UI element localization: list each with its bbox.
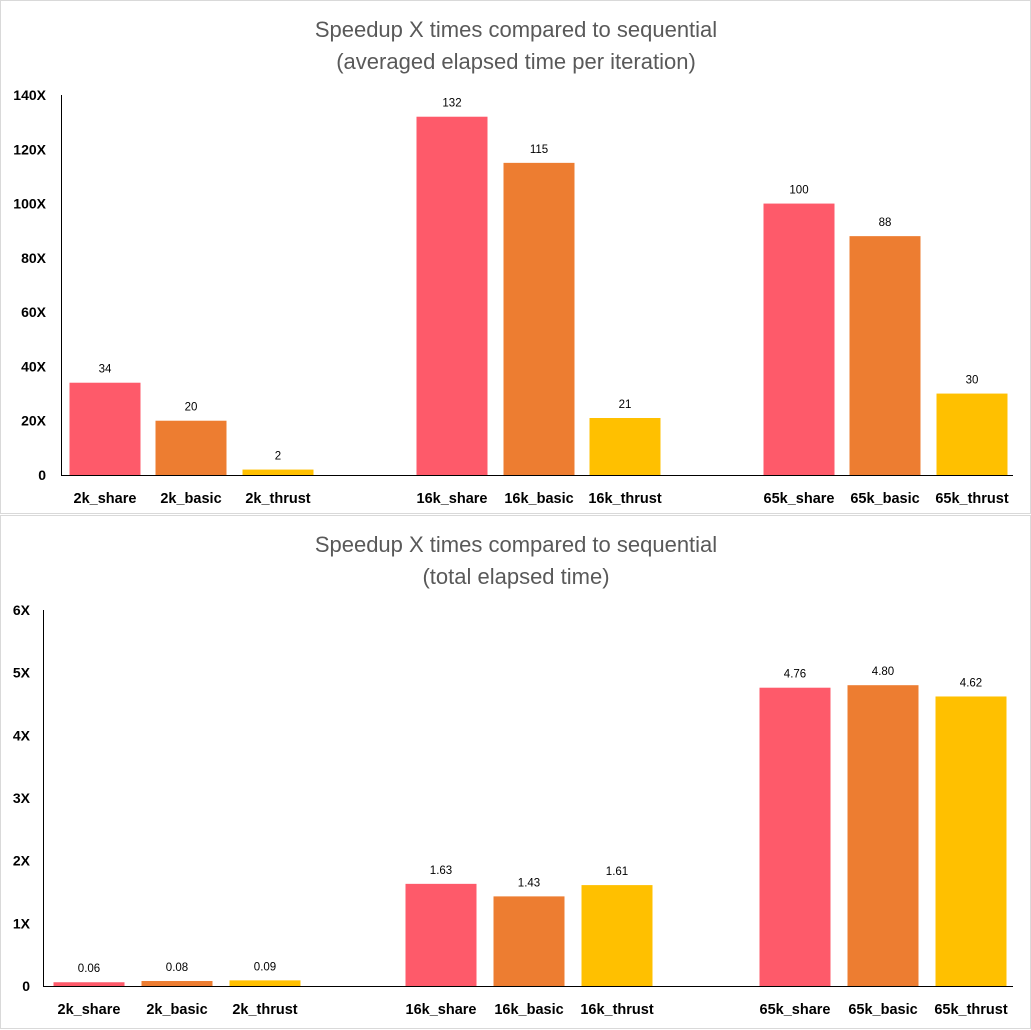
bar-65k_share <box>759 687 831 986</box>
x-tick-label-16k_basic: 16k_basic <box>494 1002 563 1018</box>
y-tick-label: 100X <box>13 196 46 212</box>
chart-panel-averaged: Speedup X times compared to sequential (… <box>0 0 1031 514</box>
y-tick-label: 0 <box>22 978 30 994</box>
x-tick-label-65k_thrust: 65k_thrust <box>935 491 1009 507</box>
y-tick-label: 120X <box>13 141 46 157</box>
x-tick-label-65k_share: 65k_share <box>764 491 835 507</box>
y-tick-label: 80X <box>21 250 47 266</box>
data-label-65k_thrust: 30 <box>966 375 979 387</box>
y-tick-label: 1X <box>13 915 31 931</box>
bar-16k_share <box>416 116 488 475</box>
bar-2k_basic <box>155 420 227 475</box>
x-tick-label-65k_basic: 65k_basic <box>848 1002 917 1018</box>
x-tick-label-2k_basic: 2k_basic <box>160 491 221 507</box>
chart-title-line-1: Speedup X times compared to sequential <box>315 532 717 557</box>
data-label-16k_basic: 1.43 <box>518 877 540 889</box>
data-label-16k_thrust: 1.61 <box>606 866 628 878</box>
bar-16k_share <box>405 883 477 986</box>
data-label-16k_thrust: 21 <box>619 399 632 411</box>
data-label-65k_share: 100 <box>789 185 808 197</box>
x-tick-label-16k_share: 16k_share <box>406 1002 477 1018</box>
y-tick-label: 0 <box>38 467 46 483</box>
x-tick-label-2k_share: 2k_share <box>74 491 137 507</box>
chart-title-line-1: Speedup X times compared to sequential <box>315 17 717 42</box>
chart-averaged-marks: 0 20X 40X 60X 80X 100X 120X 140X 34 2k_share 20 2k_… <box>13 87 1009 507</box>
y-tick-label: 60X <box>21 304 47 320</box>
y-tick-label: 2X <box>13 853 31 869</box>
x-tick-label-16k_thrust: 16k_thrust <box>580 1002 654 1018</box>
x-tick-label-65k_thrust: 65k_thrust <box>934 1002 1008 1018</box>
x-tick-label-16k_thrust: 16k_thrust <box>588 491 662 507</box>
y-tick-label: 5X <box>13 665 31 681</box>
data-label-65k_basic: 88 <box>879 217 892 229</box>
bar-16k_basic <box>503 162 575 475</box>
bar-2k_share <box>69 382 141 475</box>
data-label-65k_basic: 4.80 <box>872 666 894 678</box>
y-tick-label: 4X <box>13 727 31 743</box>
x-tick-label-65k_share: 65k_share <box>760 1002 831 1018</box>
bar-16k_thrust <box>581 885 653 986</box>
bar-65k_thrust <box>935 696 1007 986</box>
data-label-2k_basic: 0.08 <box>166 962 188 974</box>
chart-panel-total: Speedup X times compared to sequential (… <box>0 515 1031 1029</box>
chart-title-line-2: (averaged elapsed time per iteration) <box>336 49 696 74</box>
data-label-16k_basic: 115 <box>530 144 548 156</box>
data-label-2k_basic: 20 <box>185 402 198 414</box>
bar-65k_basic <box>849 236 921 475</box>
bar-2k_basic <box>141 980 213 986</box>
y-tick-label: 20X <box>21 413 47 429</box>
bar-65k_thrust <box>936 393 1008 475</box>
bar-16k_thrust <box>589 418 661 475</box>
y-tick-label: 40X <box>21 358 47 374</box>
x-tick-label-16k_basic: 16k_basic <box>504 491 573 507</box>
y-tick-label: 6X <box>13 602 31 618</box>
bar-2k_thrust <box>229 980 301 986</box>
x-tick-label-2k_thrust: 2k_thrust <box>232 1002 297 1018</box>
data-label-2k_share: 34 <box>99 364 112 376</box>
x-tick-label-2k_share: 2k_share <box>58 1002 121 1018</box>
chart-title-line-2: (total elapsed time) <box>422 564 609 589</box>
data-label-2k_share: 0.06 <box>78 963 100 975</box>
data-label-2k_thrust: 2 <box>275 451 281 463</box>
x-tick-label-2k_basic: 2k_basic <box>146 1002 207 1018</box>
data-label-16k_share: 132 <box>442 98 461 110</box>
data-label-65k_share: 4.76 <box>784 669 806 681</box>
data-label-2k_thrust: 0.09 <box>254 961 276 973</box>
bar-65k_basic <box>847 685 919 986</box>
y-tick-label: 140X <box>13 87 46 103</box>
chart-averaged-svg: Speedup X times compared to sequential (… <box>13 17 1013 507</box>
x-tick-label-16k_share: 16k_share <box>417 491 488 507</box>
x-tick-label-2k_thrust: 2k_thrust <box>245 491 310 507</box>
y-tick-label: 3X <box>13 790 31 806</box>
bar-2k_share <box>53 982 125 986</box>
bar-2k_thrust <box>242 469 314 475</box>
bar-16k_basic <box>493 896 565 986</box>
chart-total-marks: 0 1X 2X 3X 4X 5X 6X 0.06 2k_share 0.08 2k_basic 0.0… <box>13 602 1008 1018</box>
chart-total-svg: Speedup X times compared to sequential (… <box>13 532 1013 1018</box>
data-label-65k_thrust: 4.62 <box>960 677 982 689</box>
data-label-16k_share: 1.63 <box>430 865 452 877</box>
x-tick-label-65k_basic: 65k_basic <box>850 491 919 507</box>
bar-65k_share <box>763 203 835 476</box>
